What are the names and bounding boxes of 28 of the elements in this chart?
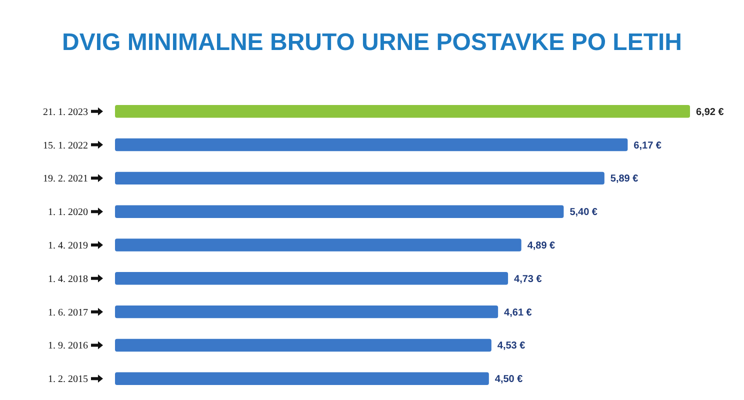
bar (115, 338, 492, 352)
data-label: 6,92 € (696, 106, 724, 118)
y-tick-label: 1. 2. 2015 (48, 374, 88, 386)
y-tick-label: 19. 2. 2021 (43, 174, 88, 185)
y-tick-label: 1. 4. 2019 (48, 240, 88, 252)
bar (115, 372, 489, 385)
bar (115, 205, 564, 218)
bar (115, 138, 628, 152)
data-label: 5,89 € (610, 174, 639, 185)
data-label: 6,17 € (634, 140, 662, 152)
bar (115, 105, 690, 118)
data-label: 5,40 € (570, 207, 598, 218)
data-label: 4,73 € (514, 274, 542, 285)
y-tick-label: 21. 1. 2023 (43, 106, 88, 118)
data-label: 4,50 € (494, 374, 524, 386)
y-tick-label: 1. 1. 2020 (48, 207, 88, 218)
bar (115, 172, 604, 185)
data-label: 4,89 € (527, 240, 556, 252)
data-label: 4,61 € (504, 307, 532, 318)
chart-title: DVIG MINIMALNE BRUTO URNE POSTAVKE PO LETIH (62, 29, 682, 56)
y-tick-label: 15. 1. 2022 (43, 140, 88, 152)
y-tick-label: 1. 6. 2017 (48, 307, 88, 318)
y-tick-label: 1. 9. 2016 (48, 340, 88, 352)
bar (115, 238, 522, 252)
data-label: 4,53 € (497, 340, 526, 352)
bar (115, 272, 508, 285)
y-tick-label: 1. 4. 2018 (48, 274, 88, 285)
bar (115, 305, 498, 318)
